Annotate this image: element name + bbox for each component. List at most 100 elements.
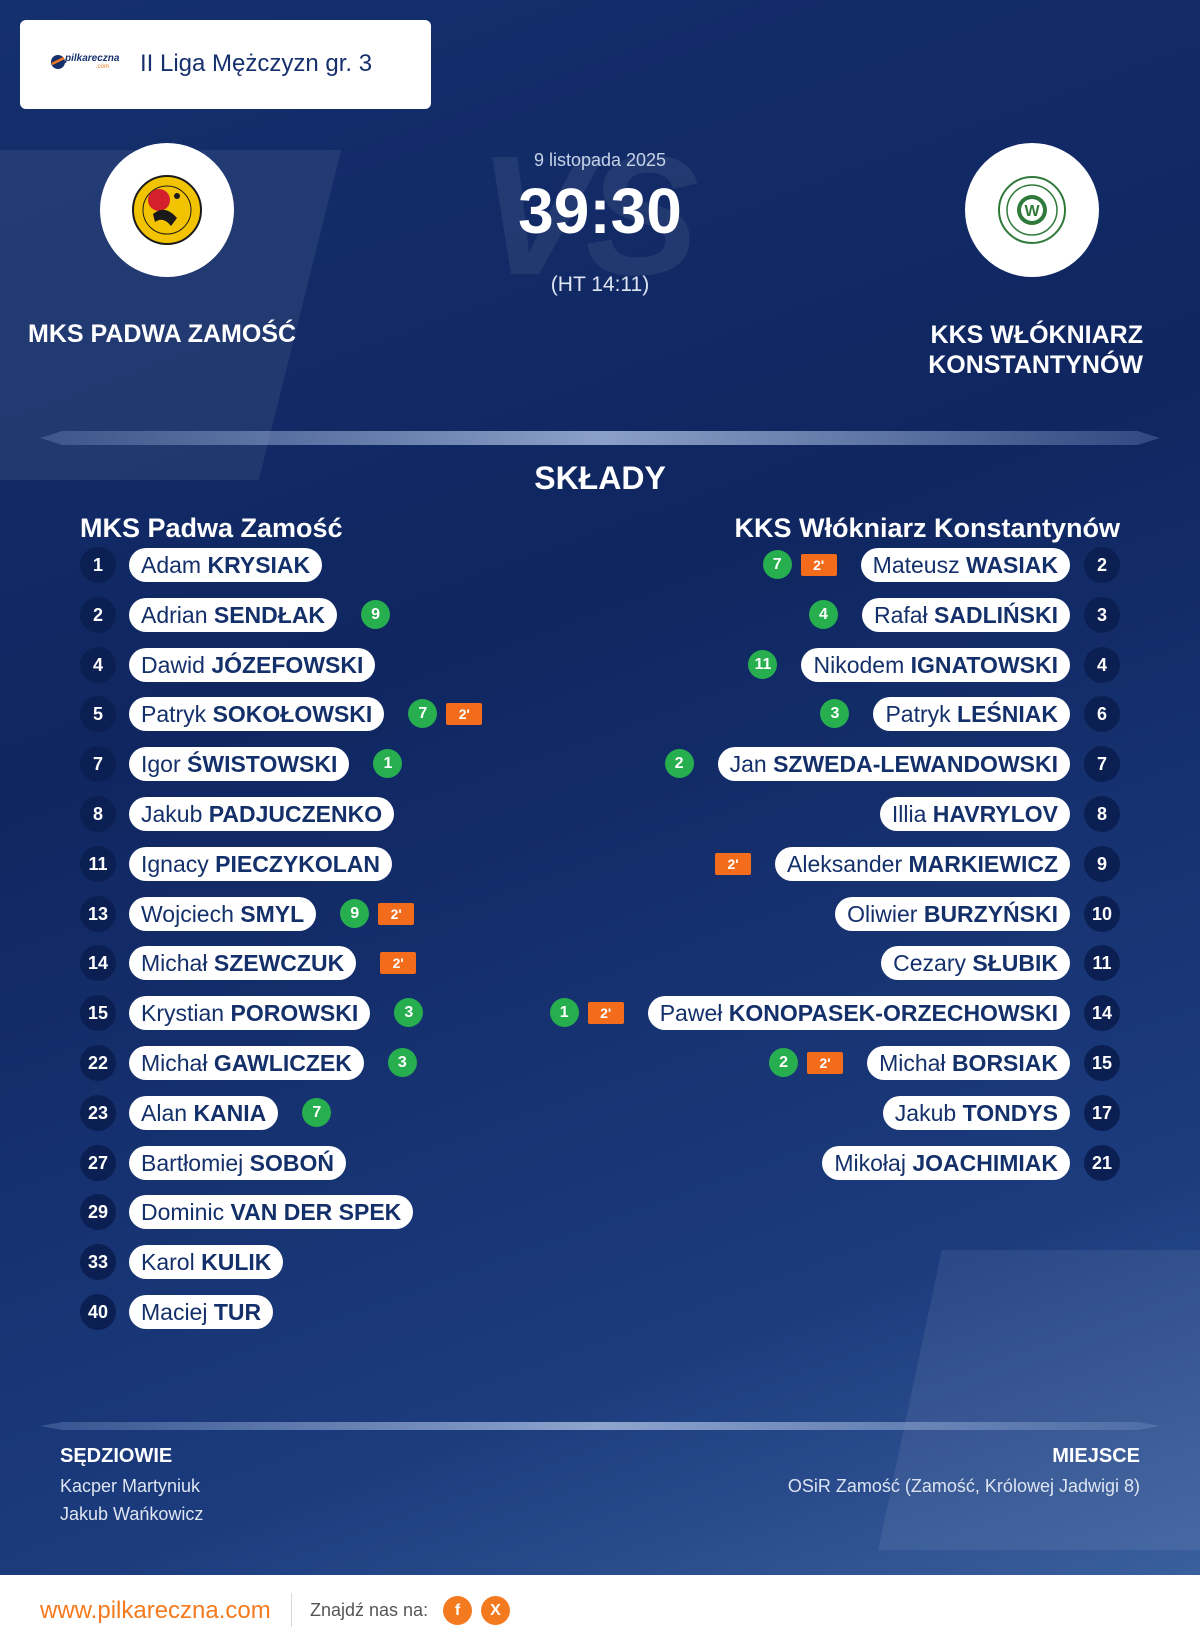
player-last-name: TONDYS: [962, 1100, 1058, 1126]
player-row: 2 Adrian SENDŁAK 9: [0, 597, 1200, 633]
player-name: Oliwier BURZYŃSKI: [835, 897, 1070, 931]
player-last-name: PADJUCZENKO: [208, 801, 383, 827]
footer: www.pilkareczna.com Znajdź nas na: f X: [0, 1575, 1200, 1646]
player-row: 7 Igor ŚWISTOWSKI 1: [0, 746, 1200, 782]
facebook-icon[interactable]: f: [443, 1596, 472, 1625]
final-score: 39:30: [518, 175, 682, 247]
player-last-name: BORSIAK: [951, 1050, 1058, 1076]
player-name: Adrian SENDŁAK: [129, 598, 338, 632]
player-name: Patryk SOKOŁOWSKI: [129, 697, 385, 731]
player-row: 11 Cezary SŁUBIK: [0, 945, 1200, 981]
player-first-name: Michał: [141, 950, 208, 976]
player-first-name: Dominic: [141, 1199, 225, 1225]
player-name: Adam KRYSIAK: [129, 548, 323, 582]
player-first-name: Paweł: [659, 1000, 723, 1026]
mks-padwa-crest-icon: [132, 175, 202, 245]
player-number: 11: [80, 846, 116, 882]
player-row: 14 Michał SZEWCZUK 2': [0, 945, 1200, 981]
player-last-name: SENDŁAK: [213, 602, 326, 628]
player-number: 33: [80, 1244, 116, 1280]
player-last-name: ŚWISTOWSKI: [187, 751, 338, 777]
suspension-badge: 2': [587, 1002, 624, 1024]
player-name: Maciej TUR: [129, 1295, 274, 1329]
player-name: Dawid JÓZEFOWSKI: [129, 648, 376, 682]
player-row: 3 Rafał SADLIŃSKI 4: [0, 597, 1200, 633]
player-number: 17: [1084, 1095, 1120, 1131]
player-first-name: Adam: [141, 552, 202, 578]
player-number: 40: [80, 1294, 116, 1330]
player-row: 13 Wojciech SMYL 9 2': [0, 896, 1200, 932]
player-first-name: Igor: [141, 751, 181, 777]
player-last-name: SŁUBIK: [972, 950, 1058, 976]
player-last-name: POROWSKI: [230, 1000, 359, 1026]
player-last-name: KULIK: [201, 1249, 272, 1275]
player-name: Bartłomiej SOBOŃ: [129, 1146, 346, 1180]
referees-title: SĘDZIOWIE: [60, 1445, 173, 1467]
home-team-logo: [100, 143, 234, 277]
suspension-badge: 2': [378, 903, 415, 925]
player-number: 4: [80, 647, 116, 683]
player-last-name: SOKOŁOWSKI: [212, 701, 373, 727]
player-row: 11 Ignacy PIECZYKOLAN: [0, 846, 1200, 882]
player-number: 1: [80, 547, 116, 583]
player-number: 23: [80, 1095, 116, 1131]
divider: [40, 1422, 1160, 1430]
player-last-name: IGNATOWSKI: [910, 652, 1058, 678]
player-name: Igor ŚWISTOWSKI: [129, 747, 350, 781]
divider: [40, 431, 1160, 445]
player-row: 21 Mikołaj JOACHIMIAK: [0, 1145, 1200, 1181]
player-first-name: Cezary: [893, 950, 966, 976]
goals-badge: 4: [808, 600, 838, 629]
player-number: 10: [1084, 896, 1120, 932]
player-last-name: JOACHIMIAK: [912, 1150, 1058, 1176]
player-first-name: Illia: [891, 801, 927, 827]
player-name: Paweł KONOPASEK-ORZECHOWSKI: [647, 996, 1070, 1030]
player-name: Alan KANIA: [129, 1096, 279, 1130]
player-first-name: Jakub: [894, 1100, 957, 1126]
player-name: Krystian POROWSKI: [129, 996, 371, 1030]
match-date: 9 listopada 2025: [533, 150, 667, 170]
player-row: 17 Jakub TONDYS: [0, 1095, 1200, 1131]
player-row: 15 Michał BORSIAK 2 2': [0, 1045, 1200, 1081]
player-row: 8 Jakub PADJUCZENKO: [0, 796, 1200, 832]
player-name: Illia HAVRYLOV: [879, 797, 1070, 831]
player-number: 9: [1084, 846, 1120, 882]
player-number: 21: [1084, 1145, 1120, 1181]
website-link[interactable]: www.pilkareczna.com: [40, 1597, 271, 1624]
player-row: 8 Illia HAVRYLOV: [0, 796, 1200, 832]
x-icon[interactable]: X: [481, 1596, 510, 1625]
player-last-name: TUR: [213, 1299, 262, 1325]
player-name: Michał GAWLICZEK: [129, 1046, 364, 1080]
goals-badge: 2: [664, 749, 694, 778]
player-name: Mateusz WASIAK: [860, 548, 1070, 582]
player-name: Dominic VAN DER SPEK: [129, 1195, 414, 1229]
player-last-name: MARKIEWICZ: [908, 851, 1058, 877]
player-first-name: Aleksander: [787, 851, 903, 877]
player-row: 1 Adam KRYSIAK: [0, 547, 1200, 583]
venue-title: MIEJSCE: [1052, 1445, 1140, 1467]
goals-badge: 9: [340, 899, 370, 928]
player-number: 4: [1084, 647, 1120, 683]
player-name: Jakub PADJUCZENKO: [129, 797, 395, 831]
player-name: Mikołaj JOACHIMIAK: [822, 1146, 1070, 1180]
lineups-title: SKŁADY: [534, 460, 666, 496]
home-team-name: MKS PADWA ZAMOŚĆ: [28, 320, 297, 348]
player-number: 2: [1084, 547, 1120, 583]
venue-text: OSiR Zamość (Zamość, Królowej Jadwigi 8): [787, 1476, 1140, 1496]
player-first-name: Patryk: [885, 701, 951, 727]
player-name: Michał BORSIAK: [867, 1046, 1070, 1080]
player-last-name: JÓZEFOWSKI: [211, 652, 364, 678]
player-first-name: Nikodem: [813, 652, 905, 678]
player-name: Jan SZWEDA-LEWANDOWSKI: [717, 747, 1070, 781]
player-row: 9 Aleksander MARKIEWICZ 2': [0, 846, 1200, 882]
footer-separator: [291, 1593, 292, 1627]
player-last-name: PIECZYKOLAN: [215, 851, 380, 877]
player-row: 27 Bartłomiej SOBOŃ: [0, 1145, 1200, 1181]
player-row: 2 Mateusz WASIAK 7 2': [0, 547, 1200, 583]
player-first-name: Patryk: [141, 701, 207, 727]
pilkareczna-logo: pilkareczna .com: [50, 52, 122, 72]
player-last-name: HAVRYLOV: [932, 801, 1058, 827]
player-name: Cezary SŁUBIK: [881, 946, 1070, 980]
goals-badge: 1: [373, 749, 403, 778]
suspension-badge: 2': [807, 1052, 844, 1074]
